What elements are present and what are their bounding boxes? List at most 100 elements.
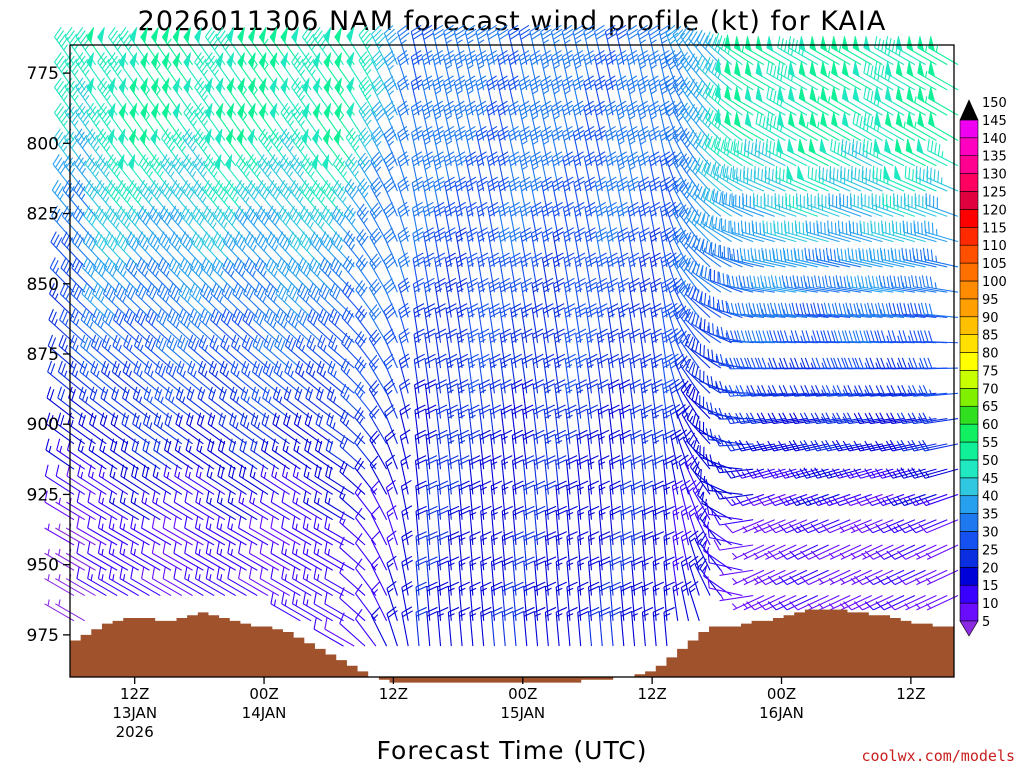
wind-barb <box>76 541 107 571</box>
wind-barb <box>594 176 608 217</box>
wind-barb <box>562 201 575 242</box>
wind-barb <box>919 357 959 370</box>
wind-barb <box>326 386 355 420</box>
wind-barb <box>278 154 301 192</box>
wind-barb <box>553 303 565 343</box>
colorbar-label: 115 <box>982 221 1007 236</box>
wind-barb <box>629 353 642 394</box>
wind-barb <box>322 154 344 192</box>
wind-barb <box>508 125 521 166</box>
wind-barb <box>562 151 575 192</box>
wind-barb <box>125 257 150 293</box>
wind-barb <box>246 154 269 192</box>
wind-barb <box>383 176 398 217</box>
wind-barb <box>386 530 398 571</box>
wind-barb <box>435 404 448 444</box>
wind-barb <box>121 412 150 445</box>
wind-barb <box>685 383 711 419</box>
wind-barb <box>206 464 237 495</box>
wind-barb <box>552 277 565 318</box>
wind-barb <box>739 247 775 268</box>
wind-barb <box>272 412 301 445</box>
wind-barb <box>660 227 672 268</box>
wind-barb <box>501 531 514 571</box>
colorbar-label: 100 <box>982 275 1007 290</box>
wind-barb <box>500 404 513 444</box>
wind-barb <box>44 523 75 546</box>
wind-barb <box>498 201 511 242</box>
wind-barb <box>617 227 630 268</box>
wind-barb <box>742 193 775 217</box>
wind-barb <box>490 455 502 495</box>
wind-barb <box>564 353 577 394</box>
wind-barb <box>641 531 654 571</box>
wind-barb <box>368 329 388 369</box>
wind-barb <box>447 606 460 647</box>
wind-barb <box>523 606 536 647</box>
wind-barb <box>828 595 862 611</box>
wind-barb <box>467 353 480 394</box>
wind-barb <box>583 125 597 166</box>
wind-barb <box>436 429 448 470</box>
colorbar-label: 125 <box>982 185 1007 200</box>
wind-barb <box>175 412 204 445</box>
wind-barb <box>523 505 536 546</box>
wind-barb <box>443 151 457 192</box>
wind-barb <box>652 480 665 520</box>
wind-barb <box>255 231 280 268</box>
wind-barb <box>900 275 937 293</box>
wind-barb <box>370 581 388 622</box>
y-tick-label: 950 <box>27 556 59 576</box>
wind-barb <box>475 24 488 65</box>
wind-barb <box>77 464 107 495</box>
wind-barb <box>165 386 193 420</box>
wind-barb <box>864 493 905 507</box>
wind-barb <box>597 353 609 394</box>
wind-barb <box>521 328 533 369</box>
wind-barb <box>848 220 883 243</box>
wind-barb <box>744 36 776 66</box>
wind-barb <box>507 100 521 141</box>
wind-barb <box>397 125 410 166</box>
wind-barb <box>925 569 959 586</box>
wind-barb <box>101 360 129 394</box>
wind-barb <box>883 165 916 192</box>
wind-barb <box>649 252 662 293</box>
wind-barb <box>334 102 355 141</box>
wind-barb <box>263 334 290 369</box>
wind-barb <box>173 490 204 521</box>
wind-barb <box>695 157 722 192</box>
wind-barb <box>660 277 673 318</box>
wind-barb <box>809 61 840 91</box>
wind-barb <box>114 257 140 293</box>
wind-barb <box>354 356 377 394</box>
x-tick-label: 00Z <box>508 685 537 703</box>
wind-barb <box>554 379 566 419</box>
wind-barb <box>170 179 194 217</box>
wind-barb <box>469 556 481 596</box>
wind-barb <box>692 261 722 293</box>
wind-barb <box>756 595 797 611</box>
wind-barb <box>302 566 334 597</box>
wind-barb <box>110 412 140 445</box>
colorbar-label: 30 <box>982 526 999 541</box>
wind-barb <box>734 493 775 507</box>
wind-barb <box>202 205 226 242</box>
wind-barb <box>444 227 457 268</box>
wind-barb <box>831 86 862 116</box>
wind-barb <box>608 379 620 419</box>
wind-barb <box>324 592 355 622</box>
wind-barb <box>666 201 679 242</box>
wind-barb <box>508 201 522 242</box>
wind-barb <box>520 227 533 268</box>
wind-barb <box>343 204 366 242</box>
wind-barb <box>756 569 797 586</box>
wind-barb <box>878 275 915 293</box>
wind-barb <box>688 580 700 621</box>
wind-barb <box>884 61 916 91</box>
wind-barb <box>489 353 501 394</box>
wind-barb <box>422 201 436 242</box>
wind-barb <box>731 595 765 611</box>
wind-barb <box>702 185 732 217</box>
wind-barb <box>561 100 575 141</box>
